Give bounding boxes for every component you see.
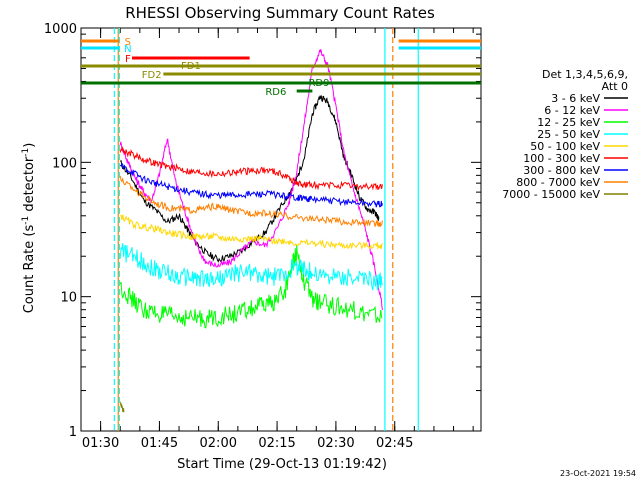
legend-entry-label: 50 - 100 keV <box>530 140 600 153</box>
legend-entry-label: 7000 - 15000 keV <box>502 188 600 201</box>
y-tick-label: 1000 <box>44 22 77 37</box>
y-tick-label: 10 <box>60 291 77 306</box>
annotation-label: N <box>124 44 131 55</box>
annotation-label: RD9 <box>308 78 329 89</box>
legend-entry-label: 12 - 25 keV <box>537 116 600 129</box>
legend-entry-label: 300 - 800 keV <box>523 164 600 177</box>
series-line <box>119 244 383 329</box>
chart-title: RHESSI Observing Summary Count Rates <box>125 4 435 22</box>
plot-frame <box>80 27 482 432</box>
series-line <box>119 94 380 263</box>
annotation-label: F <box>125 54 131 65</box>
series-line <box>119 401 125 413</box>
series-line <box>119 162 383 208</box>
legend-entry-label: 100 - 300 keV <box>523 152 600 165</box>
x-tick-label: 02:30 <box>317 436 354 451</box>
footer-date: 23-Oct-2021 19:54 <box>560 469 636 478</box>
x-tick-label: 01:45 <box>141 436 178 451</box>
annotation-label: S <box>125 37 131 48</box>
legend-title-line: Att 0 <box>602 80 628 93</box>
x-tick-label: 02:45 <box>376 436 413 451</box>
legend-entry-label: 3 - 6 keV <box>551 92 600 105</box>
legend-entry-label: 6 - 12 keV <box>544 104 600 117</box>
series-line <box>119 175 383 227</box>
y-tick-label: 100 <box>52 156 77 171</box>
legend-entry-label: 25 - 50 keV <box>537 128 600 141</box>
x-tick-label: 01:30 <box>82 436 119 451</box>
series-line <box>120 214 383 250</box>
annotation-label: FD1 <box>181 61 201 72</box>
annotation-label: RD6 <box>265 87 286 98</box>
series-line <box>119 145 383 192</box>
x-tick-label: 02:15 <box>258 436 295 451</box>
x-tick-label: 02:00 <box>200 436 237 451</box>
legend-entry-label: 800 - 7000 keV <box>516 176 600 189</box>
y-tick-label: 1 <box>69 425 77 440</box>
plot-area: 1 10 100 1000 01:30 01:45 02:00 02:15 02:30 02:45… <box>44 22 482 451</box>
legend-title-line: Det 1,3,4,5,6,9, <box>542 68 628 81</box>
y-axis-label: Count Rate (s-1 detector-1) <box>21 143 37 314</box>
annotation-label: FD2 <box>142 70 162 81</box>
series-line <box>119 242 383 291</box>
x-axis-label: Start Time (29-Oct-13 01:19:42) <box>177 457 387 472</box>
